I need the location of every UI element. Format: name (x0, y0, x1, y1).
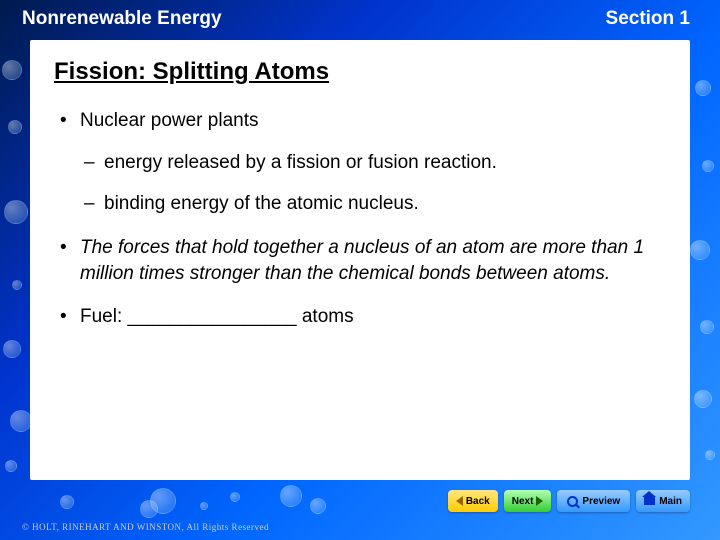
bullet-text: The forces that hold together a nucleus … (80, 237, 644, 284)
preview-label: Preview (582, 496, 620, 507)
magnifier-icon (567, 496, 578, 507)
back-button[interactable]: Back (448, 490, 498, 512)
bullet-item: Fuel: ________________ atoms (54, 304, 666, 330)
sub-bullet-item: energy released by a fission or fusion r… (80, 150, 666, 176)
nav-bar: Back Next Preview Main (448, 490, 690, 512)
header-chapter-title: Nonrenewable Energy (22, 8, 222, 30)
bullet-text: Fuel: ________________ atoms (80, 306, 354, 327)
slide-content: Fission: Splitting Atoms Nuclear power p… (30, 40, 690, 480)
header-section-label: Section 1 (606, 8, 690, 30)
next-button[interactable]: Next (504, 490, 552, 512)
copyright-text: © HOLT, RINEHART AND WINSTON, All Rights… (22, 522, 269, 532)
sub-bullet-item: binding energy of the atomic nucleus. (80, 191, 666, 217)
main-button[interactable]: Main (636, 490, 690, 512)
back-arrow-icon (456, 496, 463, 506)
preview-button[interactable]: Preview (557, 490, 630, 512)
next-label: Next (512, 496, 534, 507)
bullet-text: Nuclear power plants (80, 110, 258, 131)
bullet-item: The forces that hold together a nucleus … (54, 235, 666, 286)
next-arrow-icon (536, 496, 543, 506)
main-label: Main (659, 496, 682, 507)
back-label: Back (466, 496, 490, 507)
home-icon (644, 497, 655, 505)
sub-list: energy released by a fission or fusion r… (80, 150, 666, 217)
bullet-list: Nuclear power plants energy released by a… (54, 108, 666, 330)
slide-title: Fission: Splitting Atoms (54, 58, 666, 86)
bullet-item: Nuclear power plants energy released by a… (54, 108, 666, 217)
